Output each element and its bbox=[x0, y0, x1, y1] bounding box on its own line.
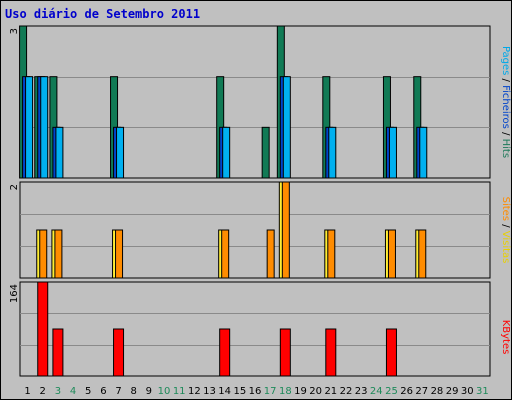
bar-kbytes bbox=[37, 281, 49, 377]
legend-bottom: KBytes bbox=[500, 320, 511, 355]
bar-pages bbox=[328, 126, 337, 179]
x-tick-label: 15 bbox=[233, 386, 246, 397]
x-tick-label: 24 bbox=[370, 386, 383, 397]
x-tick-label: 31 bbox=[476, 386, 489, 397]
x-tick-label: 26 bbox=[400, 386, 413, 397]
x-tick-label: 20 bbox=[309, 386, 322, 397]
bar-pages bbox=[222, 126, 231, 179]
x-tick-label: 18 bbox=[279, 386, 292, 397]
bar-sites bbox=[39, 229, 48, 279]
x-tick-label: 2 bbox=[40, 386, 46, 397]
x-tick-label: 30 bbox=[461, 386, 474, 397]
legend-top: Pages / Ficheiros / Hits bbox=[500, 46, 511, 158]
x-tick-label: 5 bbox=[85, 386, 91, 397]
bar-kbytes bbox=[385, 328, 397, 377]
bar-sites bbox=[221, 229, 230, 279]
bar-pages bbox=[388, 126, 397, 179]
y-max-label-bottom: 164 bbox=[9, 284, 20, 303]
x-tick-label: 4 bbox=[70, 386, 76, 397]
bar-sites bbox=[54, 229, 63, 279]
bar-hits bbox=[261, 126, 270, 179]
x-tick-label: 14 bbox=[218, 386, 231, 397]
bar-kbytes bbox=[325, 328, 337, 377]
panel-top-area bbox=[19, 25, 491, 179]
bar-sites bbox=[387, 229, 396, 279]
bar-pages bbox=[419, 126, 428, 179]
x-tick-label: 13 bbox=[203, 386, 216, 397]
bar-sites bbox=[281, 181, 290, 279]
bar-sites bbox=[115, 229, 124, 279]
bar-sites bbox=[327, 229, 336, 279]
bar-pages bbox=[25, 76, 34, 179]
bar-kbytes bbox=[113, 328, 125, 377]
x-tick-label: 12 bbox=[188, 386, 201, 397]
bar-kbytes bbox=[219, 328, 231, 377]
bar-pages bbox=[40, 76, 49, 179]
x-tick-label: 9 bbox=[146, 386, 152, 397]
bar-sites bbox=[418, 229, 427, 279]
bar-pages bbox=[282, 76, 291, 179]
x-tick-label: 21 bbox=[324, 386, 337, 397]
panel-bottom-area bbox=[19, 281, 491, 377]
x-tick-label: 1 bbox=[24, 386, 30, 397]
x-tick-label: 8 bbox=[131, 386, 137, 397]
bar-kbytes bbox=[279, 328, 291, 377]
bar-pages bbox=[116, 126, 125, 179]
bar-pages bbox=[55, 126, 64, 179]
x-tick-label: 16 bbox=[249, 386, 262, 397]
panel-middle-area bbox=[19, 181, 491, 279]
x-tick-label: 22 bbox=[340, 386, 353, 397]
x-tick-label: 11 bbox=[173, 386, 186, 397]
legend-middle: Sites / Visitas bbox=[500, 197, 511, 264]
x-tick-label: 17 bbox=[264, 386, 277, 397]
bar-kbytes bbox=[52, 328, 64, 377]
bar-sites bbox=[266, 229, 275, 279]
y-max-label-top: 3 bbox=[9, 28, 20, 34]
x-tick-label: 27 bbox=[415, 386, 428, 397]
x-tick-label: 3 bbox=[55, 386, 61, 397]
x-tick-label: 23 bbox=[355, 386, 368, 397]
y-max-label-middle: 2 bbox=[9, 184, 20, 190]
x-tick-label: 28 bbox=[431, 386, 444, 397]
x-tick-label: 29 bbox=[446, 386, 459, 397]
x-tick-label: 6 bbox=[100, 386, 106, 397]
x-tick-label: 7 bbox=[115, 386, 121, 397]
x-tick-label: 25 bbox=[385, 386, 398, 397]
x-tick-label: 19 bbox=[294, 386, 307, 397]
chart-title: Uso diário de Setembro 2011 bbox=[5, 7, 201, 21]
x-tick-label: 10 bbox=[158, 386, 171, 397]
